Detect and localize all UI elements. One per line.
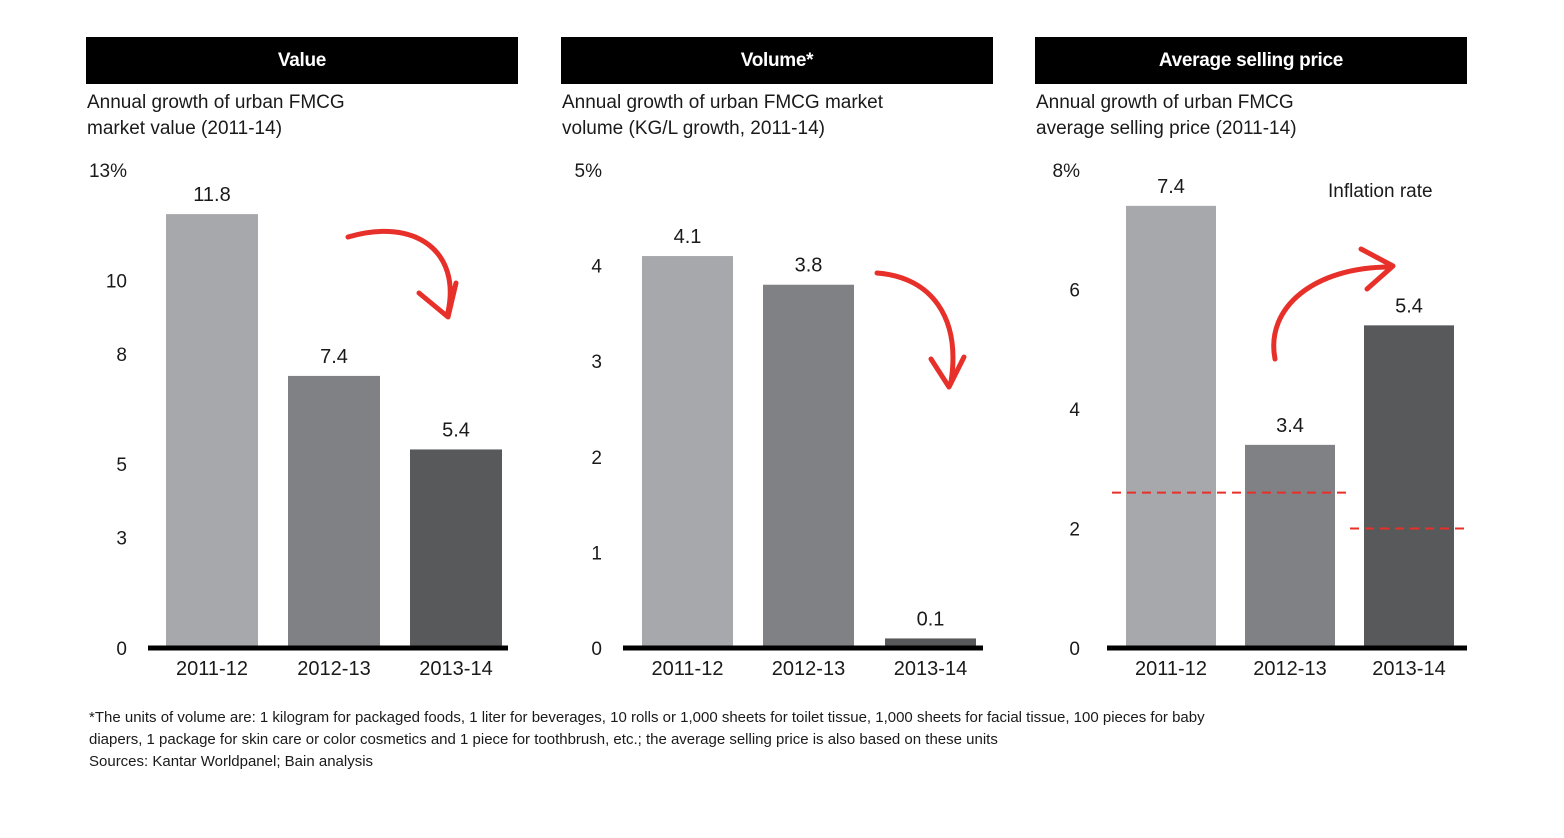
y-tick-label: 1 [591, 543, 602, 564]
data-label: 5.4 [1395, 295, 1423, 317]
data-label: 4.1 [674, 226, 702, 248]
x-tick-label: 2011-12 [652, 658, 724, 680]
y-tick-label: 13% [89, 161, 127, 182]
x-tick-label: 2013-14 [419, 658, 492, 680]
trend-arrowhead-icon [1358, 246, 1396, 292]
x-tick-label: 2012-13 [1253, 658, 1326, 680]
bar [410, 449, 502, 648]
data-label: 3.8 [795, 255, 823, 277]
bar-chart: 0 3 5 8 10 13% 11.8 2011-12 7.4 2012-13 5.4 2013-14 [89, 161, 508, 680]
trend-arrow-icon [874, 270, 956, 385]
footnote-line: diapers, 1 package for skin care or colo… [89, 731, 998, 748]
x-tick-label: 2013-14 [894, 658, 967, 680]
y-tick-label: 8 [116, 345, 127, 366]
bar [166, 214, 258, 648]
y-tick-label: 5% [575, 161, 603, 182]
y-tick-label: 5 [116, 455, 127, 476]
x-tick-label: 2013-14 [1372, 658, 1445, 680]
y-tick-label: 6 [1069, 281, 1080, 302]
bar [642, 256, 733, 648]
y-tick-label: 0 [1069, 639, 1080, 660]
y-tick-label: 3 [116, 529, 127, 550]
trend-arrowhead-icon [928, 354, 967, 390]
x-tick-label: 2011-12 [1135, 658, 1207, 680]
y-tick-label: 0 [591, 639, 602, 660]
x-tick-label: 2011-12 [176, 658, 248, 680]
y-tick-label: 10 [106, 271, 127, 292]
panel-header: Average selling price [1035, 37, 1467, 84]
y-tick-label: 2 [1069, 520, 1080, 541]
chart-title: Annual growth of urban FMCG market volum… [562, 92, 884, 139]
legend-label: Inflation rate [1328, 181, 1433, 202]
bar [1364, 325, 1454, 648]
data-label: 7.4 [1157, 176, 1185, 198]
y-tick-label: 4 [1069, 400, 1080, 421]
bar [288, 375, 380, 648]
data-label: 0.1 [917, 608, 945, 630]
data-label: 5.4 [442, 419, 470, 441]
bar-chart: 0 1 2 3 4 5% 4.1 2011-12 3.8 2012-13 0.1 2013-14 [575, 161, 983, 680]
y-tick-label: 8% [1053, 161, 1081, 182]
footnote-line: *The units of volume are: 1 kilogram for… [89, 709, 1205, 726]
bar [1245, 444, 1335, 648]
panel-header: Volume* [561, 37, 993, 84]
chart-panel-average-selling-price: Average selling price Annual growth of u… [1035, 37, 1468, 687]
sources-line: Sources: Kantar Worldpanel; Bain analysi… [89, 753, 374, 770]
bar-chart: 0 2 4 6 8% 7.4 2011-12 3.4 2012-13 5.4 2013-14 Infl… [1053, 161, 1468, 680]
bar [885, 638, 976, 648]
chart-panel-value: Value Annual growth of urban FMCG market… [86, 37, 518, 687]
y-tick-label: 4 [591, 257, 602, 278]
y-tick-label: 3 [591, 352, 602, 373]
chart-title: Annual growth of urban FMCG market value… [87, 92, 345, 139]
bar [1126, 205, 1216, 648]
data-label: 11.8 [193, 184, 230, 206]
panel-header: Value [86, 37, 518, 84]
x-tick-label: 2012-13 [772, 658, 845, 680]
y-tick-label: 2 [591, 448, 602, 469]
data-label: 3.4 [1276, 415, 1304, 437]
bar [763, 284, 854, 648]
footnote: *The units of volume are: 1 kilogram for… [89, 707, 1489, 773]
trend-arrowhead-icon [416, 280, 459, 320]
data-label: 7.4 [320, 346, 348, 368]
chart-panel-volume: Volume* Annual growth of urban FMCG mark… [561, 37, 993, 687]
x-tick-label: 2012-13 [297, 658, 370, 680]
trend-arrow-icon [1271, 264, 1393, 362]
trend-arrow-icon [345, 228, 453, 315]
y-tick-label: 0 [116, 639, 127, 660]
chart-title: Annual growth of urban FMCG average sell… [1036, 92, 1297, 139]
